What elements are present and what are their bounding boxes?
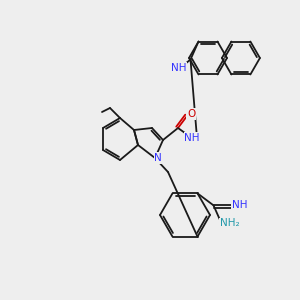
Text: NH₂: NH₂ xyxy=(220,218,239,228)
Text: NH: NH xyxy=(232,200,247,210)
Text: N: N xyxy=(154,153,162,163)
Text: NH: NH xyxy=(171,62,186,73)
Text: NH: NH xyxy=(184,133,200,143)
Text: O: O xyxy=(187,109,195,119)
